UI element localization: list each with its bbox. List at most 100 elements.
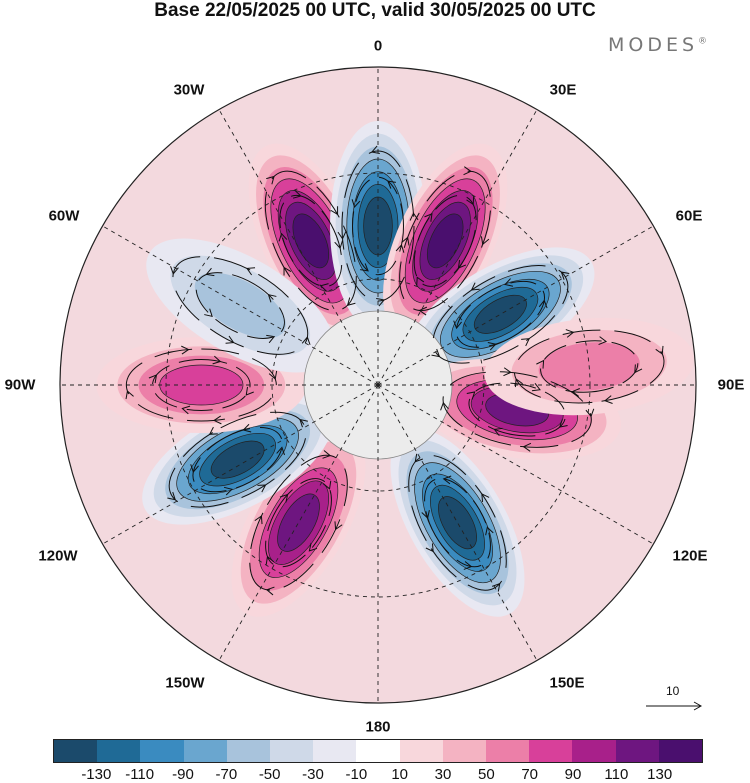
lon-label-180: 180 <box>365 718 391 736</box>
streamline <box>249 454 348 591</box>
anomaly-cell <box>406 247 595 382</box>
streamline-arrowhead <box>246 267 256 276</box>
streamline-arrowhead <box>319 283 329 292</box>
streamline-arrowhead <box>440 401 449 411</box>
streamline-arrowhead <box>424 212 433 222</box>
streamline-arrowhead <box>279 493 289 503</box>
colorbar-tick-label: 110 <box>604 766 629 783</box>
streamline-arrowhead <box>205 267 215 277</box>
streamline-arrowhead <box>268 370 278 380</box>
streamline-arrowhead <box>322 480 332 490</box>
map-boundary <box>59 66 697 704</box>
streamline-arrowhead <box>212 355 222 365</box>
anomaly-cell <box>146 238 335 373</box>
brand-mark: ® <box>698 36 708 47</box>
colorbar-cell <box>54 740 98 762</box>
streamline-arrowhead <box>565 329 575 338</box>
streamline-arrowhead <box>245 386 254 396</box>
lon-label-120e: 120E <box>672 547 708 565</box>
streamline <box>468 382 566 437</box>
streamline-arrowhead <box>421 510 430 519</box>
lon-label-90e: 90E <box>717 376 745 394</box>
streamline-arrowhead <box>457 259 467 269</box>
colorbar-cell <box>140 740 184 762</box>
streamline-arrowhead <box>330 206 339 216</box>
streamline <box>125 348 277 422</box>
streamline-arrowhead <box>463 561 473 570</box>
streamline <box>195 272 285 339</box>
streamline-arrowhead <box>225 335 235 344</box>
colorbar-cell <box>615 740 659 762</box>
streamline-arrowhead <box>190 464 199 473</box>
streamline-arrowhead <box>536 359 545 369</box>
streamline-arrowhead <box>204 308 213 318</box>
lon-label-60e: 60E <box>675 207 703 225</box>
colorbar-tick-label: -130 <box>81 766 112 783</box>
streamline-arrowhead <box>376 298 386 307</box>
streamline-arrowhead <box>242 423 252 433</box>
streamline-arrowhead <box>266 175 275 185</box>
streamline-arrowhead <box>387 180 396 189</box>
streamline <box>413 194 477 287</box>
streamline-arrowhead <box>503 367 512 377</box>
streamline-arrowhead <box>265 555 275 565</box>
modes-logo: MODES® <box>608 34 707 56</box>
streamline-arrowhead <box>598 336 608 345</box>
streamline-arrowhead <box>453 320 462 330</box>
streamline <box>424 478 491 568</box>
colorbar-cell <box>313 740 357 762</box>
colorbar-tick-label: -10 <box>345 766 368 783</box>
streamline-arrowhead <box>213 415 222 425</box>
anomaly-contour <box>210 440 265 479</box>
streamline-arrowhead <box>585 408 595 418</box>
streamline-arrowhead <box>223 486 233 496</box>
streamline-arrowhead <box>414 453 423 463</box>
lon-label-30e: 30E <box>549 81 577 99</box>
meridian-line <box>218 384 379 661</box>
colorbar-cell <box>658 740 703 762</box>
meridian-line <box>102 384 379 545</box>
streamline-arrowhead <box>370 145 380 154</box>
streamline-arrowhead <box>431 348 441 358</box>
streamline <box>192 427 283 493</box>
streamline-arrowhead <box>634 364 643 374</box>
meridian-line <box>377 109 538 386</box>
streamline <box>455 280 546 348</box>
streamline-arrowhead <box>401 236 410 246</box>
streamline-arrowhead <box>466 196 475 206</box>
streamline <box>442 371 592 448</box>
streamline-arrowhead <box>603 395 613 404</box>
streamline <box>408 454 507 591</box>
streamline <box>540 340 639 393</box>
reference-vector-label: 10 <box>666 684 680 698</box>
reference-vector-arrow <box>646 701 703 711</box>
streamline-arrowhead <box>571 388 580 397</box>
streamline-arrowhead <box>463 166 472 176</box>
streamline-arrowhead <box>425 543 434 553</box>
streamline-arrowhead <box>480 236 490 246</box>
lon-label-150e: 150E <box>549 674 585 692</box>
streamline-arrowhead <box>493 427 503 437</box>
streamline-arrowhead <box>655 345 664 355</box>
streamline-arrowhead <box>522 442 532 452</box>
colorbar-tick-label: -30 <box>302 766 324 783</box>
streamline-arrowhead <box>337 231 347 240</box>
colorbar-tick-label: -50 <box>258 766 281 783</box>
colorbar-tick-label: 90 <box>564 766 582 783</box>
streamline-arrowhead <box>416 276 425 286</box>
anomaly-cell <box>390 428 525 617</box>
streamline <box>172 256 309 355</box>
lon-label-0: 0 <box>373 37 383 55</box>
streamline-arrowhead <box>538 299 548 309</box>
streamline-arrowhead <box>125 390 134 400</box>
colorbar-tick-label: 10 <box>391 766 408 783</box>
colorbar-cell <box>529 740 573 762</box>
streamline <box>432 265 569 364</box>
colorbar-cell <box>356 740 400 762</box>
colorbar-cell <box>486 740 530 762</box>
colorbar-cell <box>270 740 314 762</box>
streamline-arrowhead <box>481 493 490 502</box>
streamline-arrowhead <box>470 282 480 291</box>
streamline-arrowhead <box>504 278 514 287</box>
anomaly-cell <box>231 428 366 617</box>
